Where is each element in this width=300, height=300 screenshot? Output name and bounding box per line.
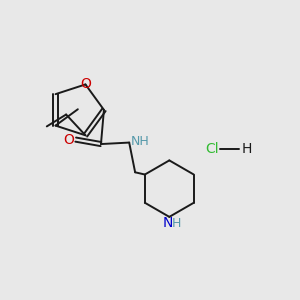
Text: O: O <box>80 77 91 92</box>
Text: H: H <box>172 217 182 230</box>
Text: N: N <box>163 216 173 230</box>
Text: NH: NH <box>130 135 149 148</box>
Text: O: O <box>64 133 75 147</box>
Text: H: H <box>242 142 252 155</box>
Text: Cl: Cl <box>206 142 219 155</box>
